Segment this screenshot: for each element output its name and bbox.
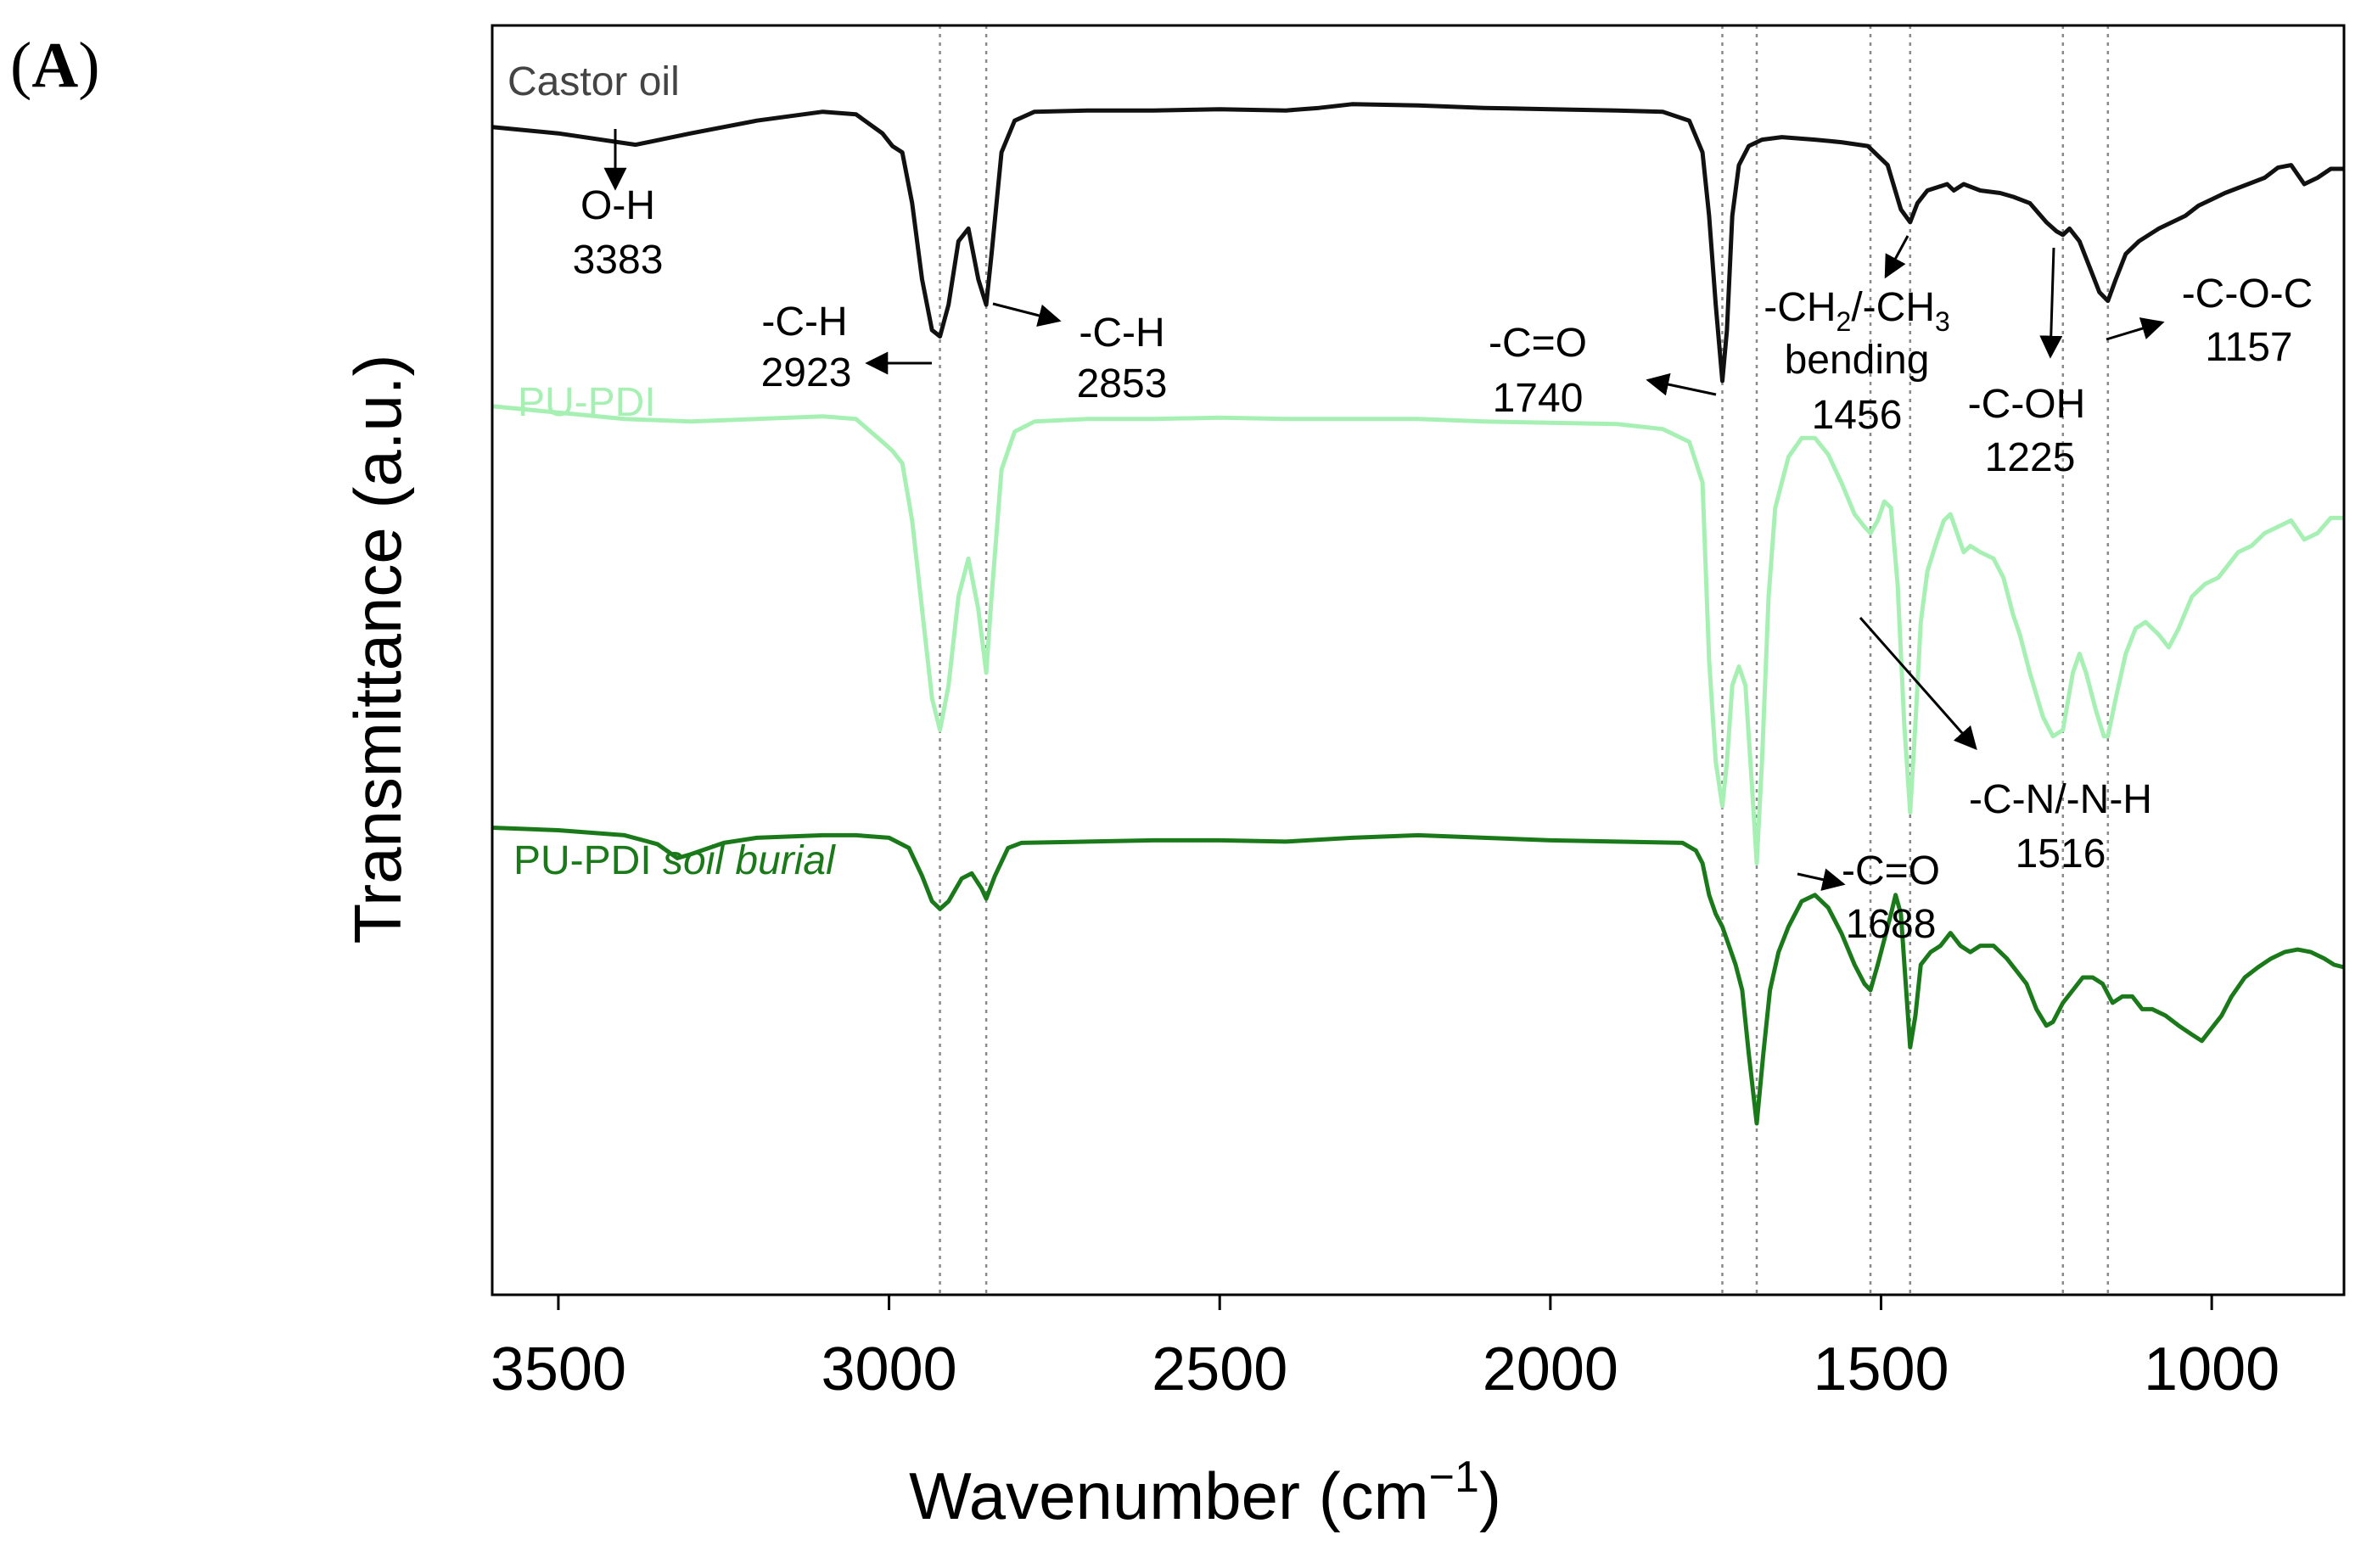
svg-text:-CH2/-CH3: -CH2/-CH3 — [1764, 285, 1950, 337]
annotation-ch2-ch3-1456: -CH2/-CH3 bending 1456 — [1764, 235, 1950, 438]
svg-text:1740: 1740 — [1493, 376, 1584, 421]
series-line-pu-pdi — [491, 404, 2344, 865]
x-tick-label-3500: 3500 — [491, 1336, 626, 1403]
svg-text:-C-OH: -C-OH — [1968, 382, 2086, 427]
x-tick-label-2000: 2000 — [1483, 1336, 1618, 1403]
svg-text:1225: 1225 — [1985, 435, 2076, 480]
series-label-pu-pdi: PU-PDI — [518, 380, 656, 425]
plot-frame — [491, 24, 2346, 1296]
svg-text:1157: 1157 — [2205, 325, 2292, 370]
svg-text:-C-O-C: -C-O-C — [2182, 272, 2313, 316]
svg-text:-C=O: -C=O — [1842, 848, 1940, 893]
svg-text:2923: 2923 — [761, 350, 852, 395]
svg-text:-C-H: -C-H — [1079, 311, 1164, 356]
series-line-castor-oil — [491, 102, 2344, 384]
y-axis-title: Transmittance (a.u.) — [340, 355, 415, 944]
x-tick-label-1500: 1500 — [1813, 1336, 1949, 1403]
svg-text:1516: 1516 — [2016, 832, 2106, 876]
svg-text:-C-N/-N-H: -C-N/-N-H — [1969, 777, 2152, 822]
series-label-pu-pdi-soil-burial: PU-PDI soil burial — [513, 838, 836, 883]
x-tick-label-1000: 1000 — [2144, 1336, 2279, 1403]
series-label-castor-oil: Castor oil — [507, 59, 680, 104]
annotation-cn-nh-1516: -C-N/-N-H 1516 — [1859, 617, 2152, 876]
x-axis-title: Wavenumber (cm−1) — [909, 1453, 1501, 1533]
svg-text:1456: 1456 — [1812, 393, 1903, 438]
svg-text:-C-H: -C-H — [761, 300, 847, 344]
annotation-coc-1157: -C-O-C 1157 — [2106, 272, 2313, 370]
svg-text:O-H: O-H — [580, 183, 655, 228]
series-group — [491, 102, 2345, 1126]
x-tick-label-2500: 2500 — [1152, 1336, 1287, 1403]
x-axis-ticks: 3500 3000 2500 2000 1500 1000 — [491, 1295, 2279, 1403]
annotation-oh-3383: O-H 3383 — [573, 129, 664, 283]
annotation-co-1688: -C=O 1688 — [1797, 848, 1940, 947]
guide-lines — [939, 25, 2110, 1295]
annotation-ch-2923: -C-H 2923 — [761, 300, 932, 395]
svg-text:2853: 2853 — [1077, 361, 1168, 406]
annotation-ch-2853: -C-H 2853 — [992, 302, 1168, 406]
svg-text:-C=O: -C=O — [1489, 321, 1587, 366]
panel-label: (A) — [10, 30, 100, 101]
annotation-coh-1225: -C-OH 1225 — [1968, 247, 2086, 480]
svg-text:3383: 3383 — [573, 238, 664, 283]
annotation-co-1740: -C=O 1740 — [1489, 321, 1717, 421]
svg-text:bending: bending — [1785, 338, 1930, 383]
x-tick-label-3000: 3000 — [821, 1336, 956, 1403]
svg-text:1688: 1688 — [1846, 902, 1937, 947]
series-line-pu-pdi-soil-burial — [491, 826, 2345, 1126]
